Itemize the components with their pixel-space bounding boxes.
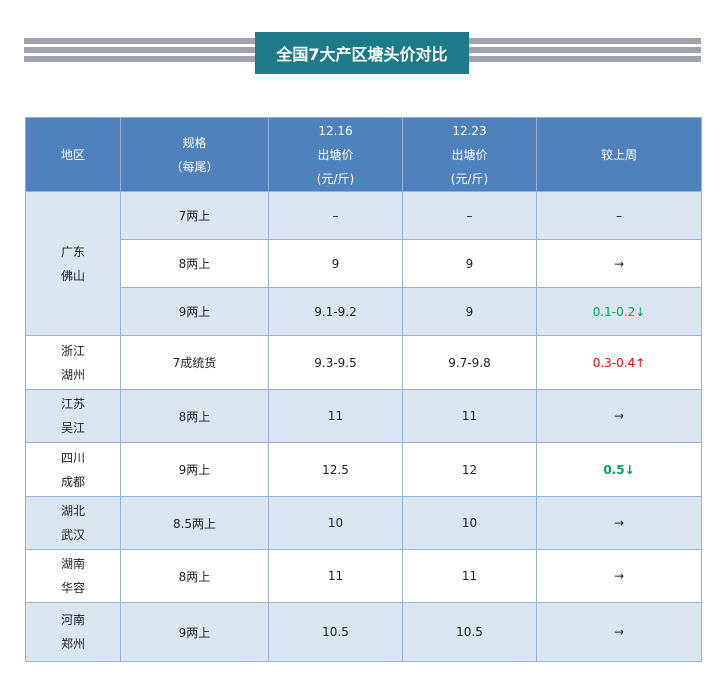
change-cell: → [536, 389, 702, 443]
region-cell: 湖北 武汉 [25, 496, 121, 550]
price-cell: 10.5 [402, 602, 537, 662]
change-cell: 0.3-0.4↑ [536, 335, 702, 390]
region-province: 广东 [60, 244, 85, 259]
price-cell: 10 [402, 496, 537, 550]
spec-cell: 8两上 [120, 239, 269, 288]
header-price-1223: 12.23 出塘价 (元/斤) [402, 117, 537, 192]
price-cell: 10.5 [268, 602, 403, 662]
spec-cell: 9两上 [120, 602, 269, 662]
table-row: 浙江湖州 7成统货 9.3-9.5 9.7-9.8 0.3-0.4↑ [25, 335, 702, 390]
region-cell: 广东 佛山 [25, 191, 121, 336]
header-spec: 规格 （每尾） [120, 117, 269, 192]
price-cell: 10 [268, 496, 403, 550]
region-province: 四川 [60, 450, 85, 465]
region-city: 华容 [60, 581, 85, 595]
region-cell: 湖南 华容 [25, 549, 121, 603]
change-cell: → [536, 496, 702, 550]
region-province: 江苏 [60, 397, 85, 411]
spec-cell: 9两上 [120, 287, 269, 336]
region-cell: 四川 成都 [25, 442, 121, 497]
change-cell: → [536, 239, 702, 288]
table-row: 湖南 华容 8两上 11 11 → [25, 549, 702, 603]
spec-cell: 8两上 [120, 549, 269, 603]
table-row: 河南 郑州 9两上 10.5 10.5 → [25, 602, 702, 662]
spec-cell: 9两上 [120, 442, 269, 497]
header-spec-unit: （每尾） [170, 159, 219, 174]
price-cell: – [402, 191, 537, 240]
region-city: 吴江 [60, 421, 85, 435]
change-cell: 0.1-0.2↓ [536, 287, 702, 336]
price-cell: 11 [268, 389, 403, 443]
region-cell: 浙江 湖州 [25, 335, 121, 390]
page-title: 全国7大产区塘头价对比 [255, 32, 469, 74]
region-city: 成都 [60, 474, 85, 489]
table-row: 8两上 9 9 → [25, 239, 702, 288]
header-price-label: 出塘价 [317, 147, 354, 162]
change-cell: 0.5↓ [536, 442, 702, 497]
region-city: 武汉 [60, 528, 85, 542]
header-spec-label: 规格 [182, 135, 207, 150]
table-row: 9两上 9.1-9.2 9 0.1-0.2↓ [25, 287, 702, 336]
price-cell: 9 [402, 239, 537, 288]
header-region: 地区 [25, 117, 121, 192]
spec-cell: 8.5两上 [120, 496, 269, 550]
price-cell: 12.5 [268, 442, 403, 497]
change-cell: → [536, 549, 702, 603]
header-unit: (元/斤) [316, 171, 355, 186]
change-cell: – [536, 191, 702, 240]
region-province: 湖南 [60, 557, 85, 571]
table-row: 广东 佛山 7两上 – – – [25, 191, 702, 336]
region-city: 郑州 [60, 637, 85, 651]
price-cell: 9.1-9.2 [268, 287, 403, 336]
header-price-label: 出塘价 [451, 147, 488, 162]
price-cell: 11 [402, 389, 537, 443]
price-cell: 9 [268, 239, 403, 288]
header-unit: (元/斤) [450, 171, 489, 186]
table-row: 四川成都 9两上 12.5 12 0.5↓ [25, 442, 702, 497]
region-province: 浙江 [60, 343, 85, 358]
price-cell: 11 [268, 549, 403, 603]
price-cell: – [268, 191, 403, 240]
table-row: 江苏 吴江 8两上 11 11 → [25, 389, 702, 443]
spec-cell: 7两上 [120, 191, 269, 240]
spec-cell: 8两上 [120, 389, 269, 443]
region-province: 湖北 [60, 504, 85, 518]
price-cell: 9.3-9.5 [268, 335, 403, 390]
region-city: 湖州 [60, 367, 85, 382]
change-cell: → [536, 602, 702, 662]
header-date: 12.23 [452, 123, 487, 138]
region-city: 佛山 [60, 268, 85, 283]
price-table: 地区 规格 （每尾） 12.16 出塘价 (元/斤) 12.23 出塘价 (元/斤) 较上… [25, 117, 702, 662]
table-row: 湖北 武汉 8.5两上 10 10 → [25, 496, 702, 550]
spec-cell: 7成统货 [120, 335, 269, 390]
price-cell: 9 [402, 287, 537, 336]
region-cell: 江苏 吴江 [25, 389, 121, 443]
header-change: 较上周 [536, 117, 702, 192]
region-cell: 河南 郑州 [25, 602, 121, 662]
header-row: 地区 规格 （每尾） 12.16 出塘价 (元/斤) 12.23 出塘价 (元/斤) 较上… [25, 117, 702, 192]
header-date: 12.16 [318, 123, 353, 138]
price-cell: 11 [402, 549, 537, 603]
price-cell: 9.7-9.8 [402, 335, 537, 390]
region-province: 河南 [60, 613, 85, 627]
header-price-1216: 12.16 出塘价 (元/斤) [268, 117, 403, 192]
price-cell: 12 [402, 442, 537, 497]
